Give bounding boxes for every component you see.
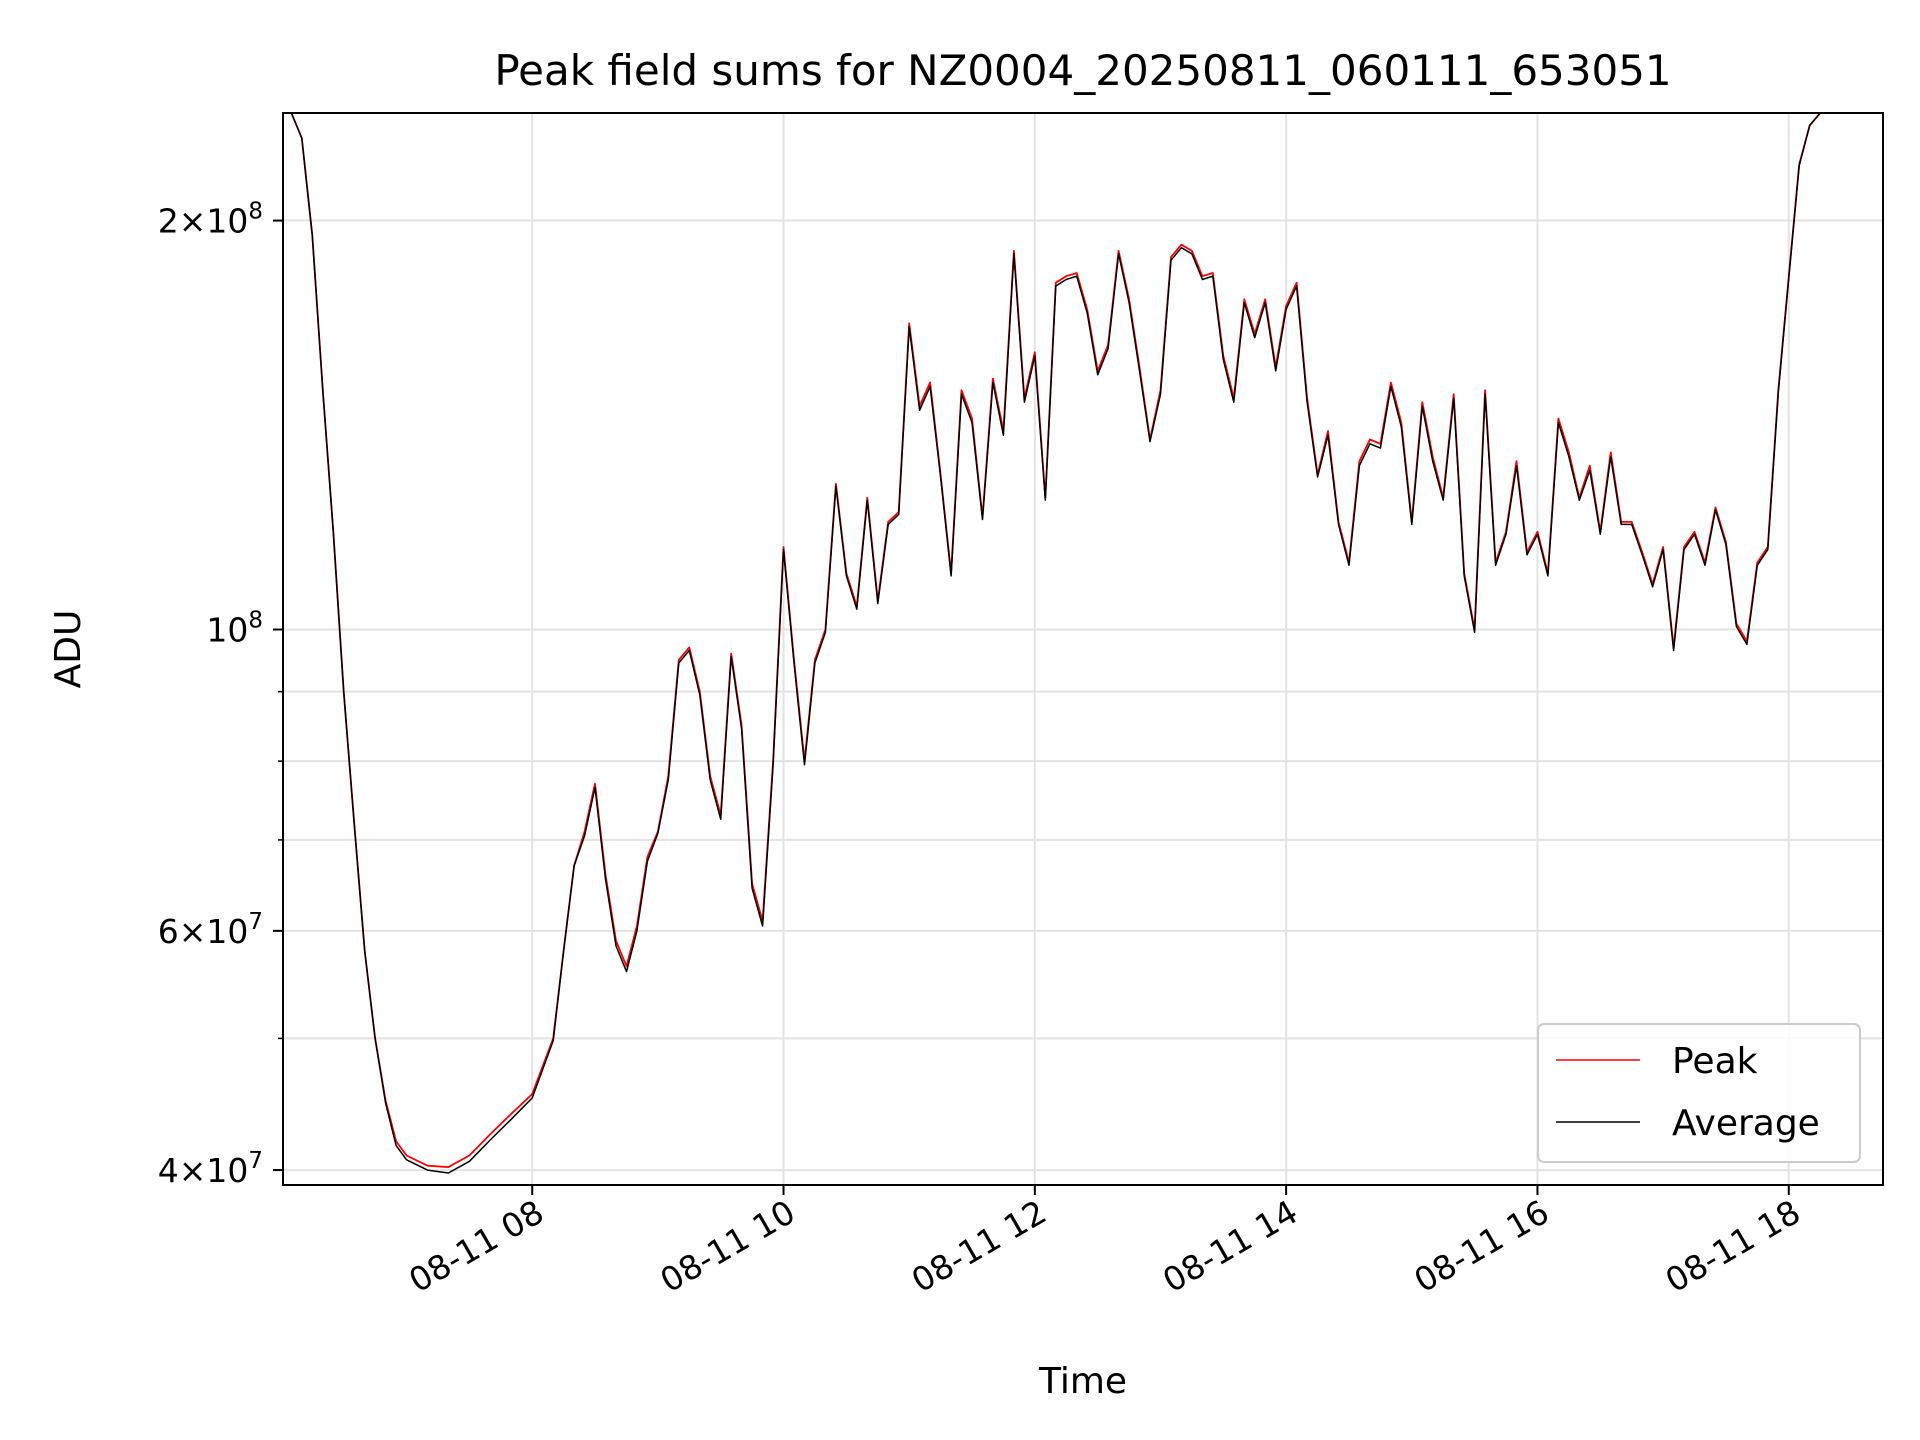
grid <box>283 113 1883 1185</box>
legend: Peak Average <box>1537 1023 1861 1163</box>
x-axis-label: Time <box>1038 1361 1127 1402</box>
y-tick-label: 4×107 <box>158 1148 263 1190</box>
y-tick-exponent: 8 <box>248 607 263 633</box>
y-tick-exponent: 8 <box>248 199 263 225</box>
legend-label-peak: Peak <box>1672 1041 1758 1082</box>
legend-box <box>1537 1023 1861 1163</box>
series-line-average <box>290 113 1821 1174</box>
y-tick-exponent: 7 <box>248 909 263 935</box>
legend-label-average: Average <box>1672 1103 1820 1144</box>
chart-title: Peak field sums for NZ0004_20250811_0601… <box>494 46 1671 95</box>
series-group <box>290 113 1821 1174</box>
y-axis-label: ADU <box>48 610 89 689</box>
y-tick-exponent: 7 <box>248 1148 263 1174</box>
plot-frame <box>282 112 1884 1186</box>
y-tick-label: 2×108 <box>158 199 263 241</box>
y-tick-label: 6×107 <box>158 909 263 951</box>
